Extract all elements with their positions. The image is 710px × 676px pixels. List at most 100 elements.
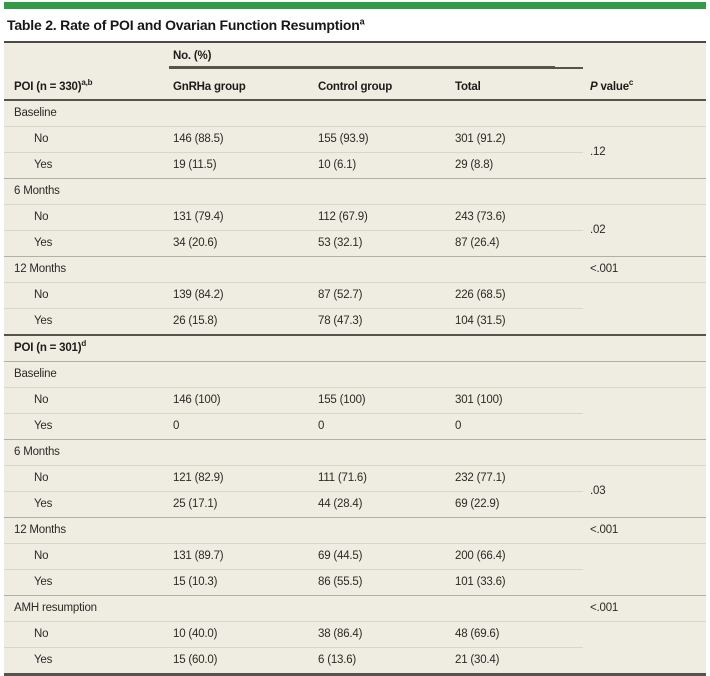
value-cell: 0: [314, 412, 451, 440]
row-label: No: [4, 281, 169, 309]
major-section-row: POI (n = 301)d: [4, 333, 706, 362]
table-row: No 121 (82.9) 111 (71.6) 232 (77.1) .03: [4, 464, 706, 518]
table-body: Baseline No 146 (88.5) 155 (93.9) 301 (9…: [4, 99, 706, 675]
value-cell: 226 (68.5): [451, 281, 583, 309]
p-value-cell: .02: [583, 203, 706, 257]
value-cell: 243 (73.6): [451, 203, 583, 231]
value-cell: 21 (30.4): [451, 646, 583, 675]
value-cell: 29 (8.8): [451, 151, 583, 179]
value-cell: 87 (26.4): [451, 229, 583, 257]
value-cell: 15 (10.3): [169, 568, 314, 596]
p-value-footnote-mark: c: [628, 77, 634, 87]
row-label: No: [4, 542, 169, 570]
section-row: 12 Months <.001: [4, 516, 706, 544]
value-cell: 155 (100): [314, 386, 451, 414]
table-row: Yes 19 (11.5) 10 (6.1) 29 (8.8): [4, 151, 706, 179]
value-cell: 232 (77.1): [451, 464, 583, 492]
value-cell: 38 (86.4): [314, 620, 451, 648]
major-section-footnote-mark: d: [81, 339, 87, 349]
stub-footnote-mark: a,b: [81, 77, 93, 87]
row-label: Yes: [4, 646, 169, 675]
value-cell: 200 (66.4): [451, 542, 583, 570]
p-value-cell: [583, 333, 706, 362]
table-row: No 139 (84.2) 87 (52.7) 226 (68.5): [4, 281, 706, 335]
section-label: AMH resumption: [4, 594, 583, 622]
section-label: 12 Months: [4, 516, 583, 544]
title-footnote-mark: a: [359, 16, 365, 27]
value-cell: 139 (84.2): [169, 281, 314, 309]
section-row: 6 Months: [4, 438, 706, 466]
value-cell: 0: [169, 412, 314, 440]
spanner-header: No. (%): [169, 41, 583, 69]
row-label: No: [4, 203, 169, 231]
p-value-cell: [583, 99, 706, 127]
major-section-label: POI (n = 301)d: [4, 333, 583, 362]
section-row: 12 Months <.001: [4, 255, 706, 283]
header-row-columns: GnRHa group Control group Total: [4, 67, 706, 101]
value-cell: 25 (17.1): [169, 490, 314, 518]
value-cell: 26 (15.8): [169, 307, 314, 335]
section-label: Baseline: [4, 99, 583, 127]
major-section-text: POI (n = 301): [14, 342, 82, 355]
p-value-header-rest: value: [597, 80, 629, 93]
column-header-gnrha: GnRHa group: [169, 67, 314, 101]
value-cell: 131 (79.4): [169, 203, 314, 231]
row-label: No: [4, 125, 169, 153]
stub-header: POI (n = 330)a,b: [4, 41, 169, 101]
row-label: Yes: [4, 151, 169, 179]
p-value-cell: .12: [583, 125, 706, 179]
p-value-cell: <.001: [583, 516, 706, 544]
value-cell: 146 (88.5): [169, 125, 314, 153]
table-row: No 10 (40.0) 38 (86.4) 48 (69.6): [4, 620, 706, 675]
table-row: No 131 (89.7) 69 (44.5) 200 (66.4): [4, 542, 706, 596]
value-cell: 10 (40.0): [169, 620, 314, 648]
p-value-cell: [583, 438, 706, 466]
row-label: No: [4, 464, 169, 492]
table-row: No 146 (100) 155 (100) 301 (100): [4, 386, 706, 440]
p-value-cell: [583, 542, 706, 596]
value-cell: 86 (55.5): [314, 568, 451, 596]
value-cell: 15 (60.0): [169, 646, 314, 675]
spanner-label: No. (%): [169, 44, 555, 66]
p-value-cell: [583, 281, 706, 335]
table-header: POI (n = 330)a,b No. (%) P valuec GnRHa …: [4, 41, 706, 101]
value-cell: 6 (13.6): [314, 646, 451, 675]
header-row-span: POI (n = 330)a,b No. (%) P valuec: [4, 41, 706, 101]
section-label: 12 Months: [4, 255, 583, 283]
p-value-cell: [583, 177, 706, 205]
value-cell: 48 (69.6): [451, 620, 583, 648]
value-cell: 112 (67.9): [314, 203, 451, 231]
p-value-cell: [583, 620, 706, 675]
column-header-total: Total: [451, 67, 583, 101]
p-value-cell: .03: [583, 464, 706, 518]
section-label: 6 Months: [4, 438, 583, 466]
row-label: Yes: [4, 412, 169, 440]
column-header-control: Control group: [314, 67, 451, 101]
table-row: Yes 26 (15.8) 78 (47.3) 104 (31.5): [4, 307, 706, 335]
value-cell: 0: [451, 412, 583, 440]
section-row: AMH resumption <.001: [4, 594, 706, 622]
value-cell: 69 (22.9): [451, 490, 583, 518]
p-value-cell: [583, 360, 706, 388]
p-value-header: P valuec: [583, 41, 706, 101]
row-label: Yes: [4, 229, 169, 257]
value-cell: 301 (100): [451, 386, 583, 414]
row-label: Yes: [4, 490, 169, 518]
row-label: No: [4, 620, 169, 648]
p-value-cell: <.001: [583, 594, 706, 622]
table-row: Yes 34 (20.6) 53 (32.1) 87 (26.4): [4, 229, 706, 257]
value-cell: 146 (100): [169, 386, 314, 414]
value-cell: 10 (6.1): [314, 151, 451, 179]
value-cell: 87 (52.7): [314, 281, 451, 309]
table-row: Yes 25 (17.1) 44 (28.4) 69 (22.9): [4, 490, 706, 518]
row-label: Yes: [4, 568, 169, 596]
value-cell: 34 (20.6): [169, 229, 314, 257]
section-row: Baseline: [4, 99, 706, 127]
poi-resumption-table: POI (n = 330)a,b No. (%) P valuec GnRHa …: [4, 40, 706, 676]
section-row: Baseline: [4, 360, 706, 388]
section-label: 6 Months: [4, 177, 583, 205]
row-label: No: [4, 386, 169, 414]
value-cell: 101 (33.6): [451, 568, 583, 596]
value-cell: 78 (47.3): [314, 307, 451, 335]
